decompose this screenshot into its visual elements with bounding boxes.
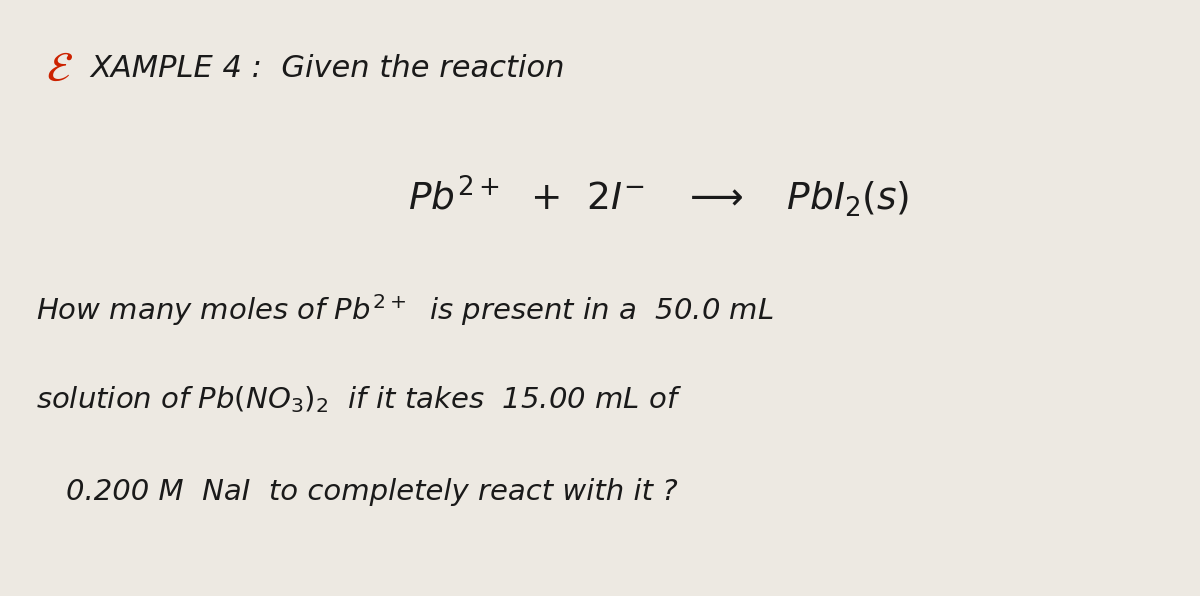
Text: $\mathcal{E}$: $\mathcal{E}$ (46, 48, 72, 89)
Text: XAMPLE 4 :  Given the reaction: XAMPLE 4 : Given the reaction (90, 54, 564, 83)
Text: How many moles of $Pb^{2+}$  is present in a  50.0 mL: How many moles of $Pb^{2+}$ is present i… (36, 292, 774, 328)
Text: 0.200 M  NaI  to completely react with it ?: 0.200 M NaI to completely react with it … (66, 478, 678, 505)
Text: solution of $Pb(NO_3)_2$  if it takes  15.00 mL of: solution of $Pb(NO_3)_2$ if it takes 15.… (36, 384, 682, 415)
Text: $Pb^{2+}$  +  $2I^{-}$   $\longrightarrow$   $PbI_{2}(s)$: $Pb^{2+}$ + $2I^{-}$ $\longrightarrow$ $… (408, 174, 910, 219)
